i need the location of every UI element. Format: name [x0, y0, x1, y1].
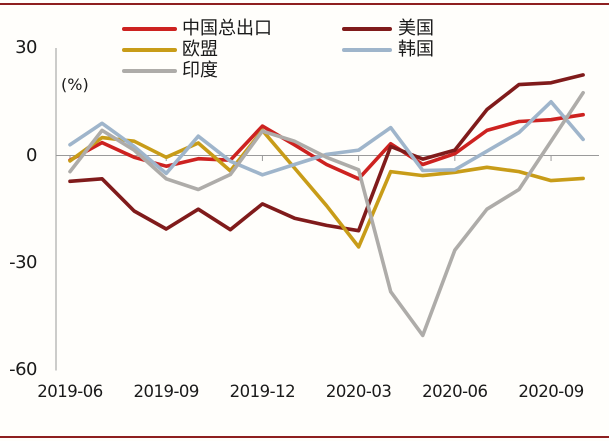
y-tick-label: -60	[9, 359, 37, 381]
legend-label-china-total: 中国总出口	[182, 18, 272, 39]
x-tick-label: 2020-06	[422, 382, 488, 401]
x-tick-label: 2019-09	[133, 382, 199, 401]
y-tick-label: 0	[26, 144, 37, 166]
legend-swatch-eu	[122, 48, 177, 52]
x-tick-label: 2019-12	[229, 382, 296, 401]
series-line-india	[68, 91, 585, 338]
x-tick-label: 2019-06	[37, 382, 103, 401]
series-line-us	[68, 73, 585, 233]
x-tick-label: 2020-03	[325, 382, 392, 401]
legend-label-india: 印度	[182, 60, 218, 81]
bottom-border-rule	[0, 436, 609, 438]
top-border-rule	[0, 3, 609, 5]
y-axis-unit-label: (%)	[61, 75, 89, 94]
legend-swatch-china-total	[122, 27, 177, 31]
legend-swatch-korea	[342, 48, 392, 52]
legend-label-korea: 韩国	[398, 39, 434, 60]
x-tick-label: 2020-09	[518, 382, 584, 401]
legend-swatch-india	[122, 69, 177, 73]
series-line-korea	[68, 100, 585, 177]
legend-label-eu: 欧盟	[182, 39, 218, 60]
y-tick-label: -30	[9, 251, 37, 273]
legend-label-us: 美国	[398, 18, 434, 39]
series-line-eu	[68, 128, 585, 249]
legend-swatch-us	[342, 27, 392, 31]
y-tick-label: 30	[15, 37, 37, 58]
